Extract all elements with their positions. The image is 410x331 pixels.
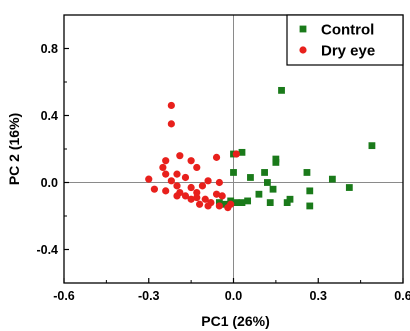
data-point-control: [345, 184, 353, 191]
data-point-dry-eye: [150, 185, 158, 193]
data-point-control: [255, 190, 263, 198]
data-point-control: [247, 174, 254, 181]
y-axis-label: PC 2 (16%): [6, 113, 22, 185]
data-point-dry-eye: [198, 182, 207, 190]
data-point-dry-eye: [215, 202, 223, 210]
data-point-dry-eye: [167, 101, 175, 110]
data-point-control: [303, 169, 311, 176]
data-point-dry-eye: [232, 150, 240, 158]
data-point-control: [264, 179, 271, 186]
data-point-dry-eye: [173, 192, 181, 200]
y-tick-label: 0.0: [41, 176, 58, 190]
data-point-dry-eye: [173, 170, 181, 178]
data-point-dry-eye: [193, 193, 201, 202]
data-point-dry-eye: [187, 157, 195, 165]
data-point-dry-eye: [193, 163, 201, 172]
data-point-control: [238, 148, 246, 156]
data-point-dry-eye: [212, 153, 221, 161]
x-axis-label: PC1 (26%): [201, 313, 269, 329]
data-point-dry-eye: [218, 192, 226, 200]
data-point-control: [221, 200, 229, 208]
legend-label-control: Control: [321, 22, 374, 39]
data-point-dry-eye: [187, 195, 195, 203]
legend-box: [286, 14, 404, 66]
legend-label-dry-eye: Dry eye: [321, 43, 375, 60]
data-point-dry-eye: [204, 177, 212, 185]
y-tick-label: 0.8: [41, 42, 58, 56]
data-point-control: [261, 169, 268, 176]
data-point-dry-eye: [167, 177, 175, 185]
data-point-control: [368, 142, 376, 150]
data-point-control: [306, 187, 314, 195]
data-point-dry-eye: [201, 195, 209, 203]
x-tick-label: 0.6: [394, 289, 410, 303]
data-point-dry-eye: [187, 183, 195, 192]
data-point-dry-eye: [167, 120, 175, 128]
data-point-control: [266, 199, 274, 206]
y-tick-label: -0.4: [36, 243, 58, 257]
legend-marker-dry-eye: [299, 46, 307, 54]
data-point-dry-eye: [162, 187, 170, 195]
legend-marker-control: [299, 25, 307, 33]
y-tick-label: 0.4: [41, 109, 58, 123]
data-point-control: [232, 199, 240, 206]
data-point-dry-eye: [215, 178, 223, 187]
data-point-dry-eye: [193, 188, 201, 197]
data-point-control: [269, 185, 277, 193]
data-point-control: [272, 159, 280, 166]
data-point-dry-eye: [173, 182, 181, 190]
x-tick-label: 0.3: [310, 289, 327, 303]
data-point-control: [328, 175, 336, 183]
data-point-dry-eye: [145, 175, 153, 183]
x-tick-label: -0.3: [138, 289, 160, 303]
data-point-dry-eye: [181, 173, 190, 182]
data-point-dry-eye: [176, 152, 184, 160]
data-point-dry-eye: [212, 190, 221, 198]
data-point-control: [238, 199, 246, 206]
data-point-control: [283, 199, 291, 206]
data-point-control: [244, 197, 252, 205]
data-point-dry-eye: [181, 192, 190, 200]
data-point-dry-eye: [196, 200, 204, 208]
data-point-control: [230, 169, 237, 176]
data-point-dry-eye: [204, 202, 212, 210]
data-point-dry-eye: [159, 163, 167, 172]
data-point-dry-eye: [162, 170, 170, 178]
x-tick-label: 0.0: [225, 289, 242, 303]
data-point-dry-eye: [162, 157, 170, 165]
x-tick-label: -0.6: [53, 289, 75, 303]
data-point-control: [278, 86, 285, 94]
data-point-control: [306, 202, 314, 210]
data-point-dry-eye: [224, 204, 232, 212]
